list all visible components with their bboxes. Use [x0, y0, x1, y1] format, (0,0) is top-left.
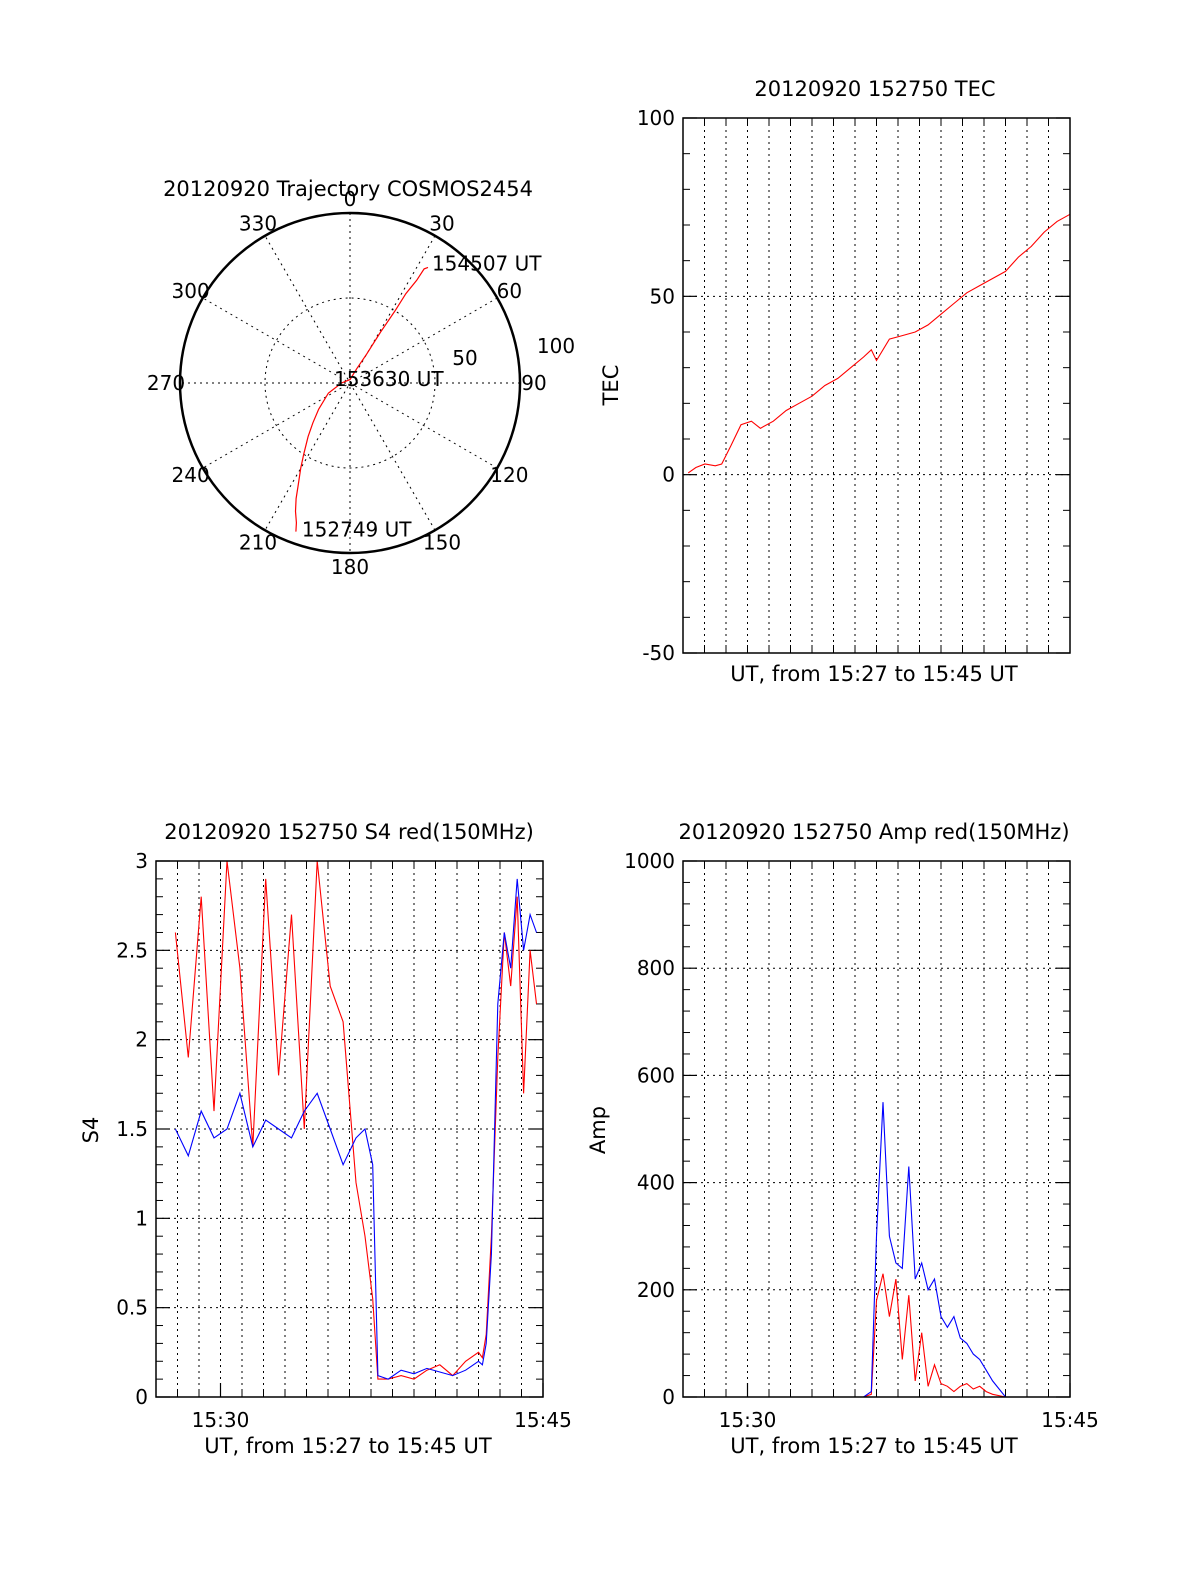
polar-angle-labels: 0 30 60 90 120 150 180 210 240 270 300 330 [147, 187, 547, 579]
s4-chart-title: 20120920 152750 S4 red(150MHz) [164, 820, 534, 844]
polar-angle-label-210: 210 [239, 530, 277, 554]
x-tick-label-1: 15:45 [1041, 1408, 1099, 1432]
amp-y-ticks: 0 200 400 600 800 1000 [624, 849, 1070, 1409]
amp-gridlines [683, 861, 1070, 1397]
s4-red-series-line [174, 860, 538, 1380]
polar-radius-label-100: 100 [537, 334, 575, 358]
polar-annotations: 154507 UT 153630 UT 152749 UT [302, 251, 542, 541]
s4-panel: 20120920 152750 S4 red(150MHz) 0 0.5 1 1.5 2… [79, 820, 572, 1458]
s4-blue-series-line [174, 878, 538, 1380]
polar-angle-label-330: 330 [239, 212, 277, 236]
tec-series-line [687, 213, 1071, 474]
polar-chart-title: 20120920 Trajectory COSMOS2454 [163, 177, 533, 201]
polar-angle-label-300: 300 [172, 279, 210, 303]
amp-x-axis-label: UT, from 15:27 to 15:45 UT [730, 1434, 1018, 1458]
y-tick-label-50: 50 [650, 284, 675, 308]
tec-chart-title: 20120920 152750 TEC [754, 77, 995, 101]
y-tick-label-0: 0 [662, 463, 675, 487]
polar-radius-label-50: 50 [452, 346, 477, 370]
y-tick-label-2.5: 2.5 [116, 938, 148, 962]
y-tick-label-800: 800 [637, 956, 675, 980]
y-tick-label-0: 0 [662, 1385, 675, 1409]
polar-angle-label-120: 120 [490, 463, 528, 487]
y-tick-label-100: 100 [637, 106, 675, 130]
polar-angle-label-150: 150 [423, 530, 461, 554]
tec-gridlines [683, 118, 1070, 653]
tec-plot-frame [682, 117, 1071, 654]
polar-radius-labels: 50 100 [452, 334, 575, 370]
amp-panel: 20120920 152750 Amp red(150MHz) 0 200 400 6… [586, 820, 1099, 1458]
polar-annotation-1: 153630 UT [334, 367, 444, 391]
polar-trajectory-panel: 20120920 Trajectory COSMOS2454 0 30 60 90 12… [147, 177, 575, 579]
amp-plot-frame [682, 860, 1071, 1398]
polar-angle-label-180: 180 [331, 555, 369, 579]
tec-panel: 20120920 152750 TEC -50 0 50 100 UT, from 1… [599, 77, 1071, 686]
amp-x-ticks: 15:30 15:45 [719, 1383, 1099, 1432]
y-tick-label-0.5: 0.5 [116, 1296, 148, 1320]
polar-angle-label-270: 270 [147, 371, 185, 395]
polar-angle-label-240: 240 [172, 463, 210, 487]
s4-gridlines [156, 861, 543, 1397]
x-tick-label-1: 15:45 [514, 1408, 572, 1432]
tec-y-ticks: -50 0 50 100 [637, 106, 1070, 665]
s4-y-axis-label: S4 [79, 1117, 103, 1144]
polar-angle-label-60: 60 [497, 279, 522, 303]
y-tick-label-2: 2 [135, 1028, 148, 1052]
x-tick-label-0: 15:30 [719, 1408, 777, 1432]
amp-y-axis-label: Amp [586, 1106, 610, 1154]
amp-red-series-line [689, 1273, 1070, 1398]
polar-annotation-2: 152749 UT [302, 518, 412, 542]
y-tick-label--50: -50 [642, 641, 675, 665]
polar-angle-label-30: 30 [429, 212, 454, 236]
amp-blue-series-line [689, 1102, 1070, 1398]
polar-trajectory-line [294, 266, 429, 532]
y-tick-label-1000: 1000 [624, 849, 675, 873]
polar-angle-label-90: 90 [521, 371, 546, 395]
y-tick-label-600: 600 [637, 1063, 675, 1087]
polar-spokes [180, 213, 520, 553]
polar-annotation-0: 154507 UT [432, 251, 542, 275]
x-tick-label-0: 15:30 [192, 1408, 250, 1432]
y-tick-label-400: 400 [637, 1171, 675, 1195]
polar-angle-label-0: 0 [344, 187, 357, 211]
y-tick-label-1: 1 [135, 1206, 148, 1230]
amp-chart-title: 20120920 152750 Amp red(150MHz) [678, 820, 1069, 844]
y-tick-label-200: 200 [637, 1278, 675, 1302]
s4-plot-frame [155, 860, 544, 1398]
tec-y-axis-label: TEC [599, 365, 623, 407]
y-tick-label-1.5: 1.5 [116, 1117, 148, 1141]
tec-x-axis-label: UT, from 15:27 to 15:45 UT [730, 662, 1018, 686]
y-tick-label-3: 3 [135, 849, 148, 873]
polar-spoke-150 [264, 235, 436, 531]
y-tick-label-0: 0 [135, 1385, 148, 1409]
s4-x-axis-label: UT, from 15:27 to 15:45 UT [204, 1434, 492, 1458]
s4-x-ticks: 15:30 15:45 [192, 1383, 572, 1432]
